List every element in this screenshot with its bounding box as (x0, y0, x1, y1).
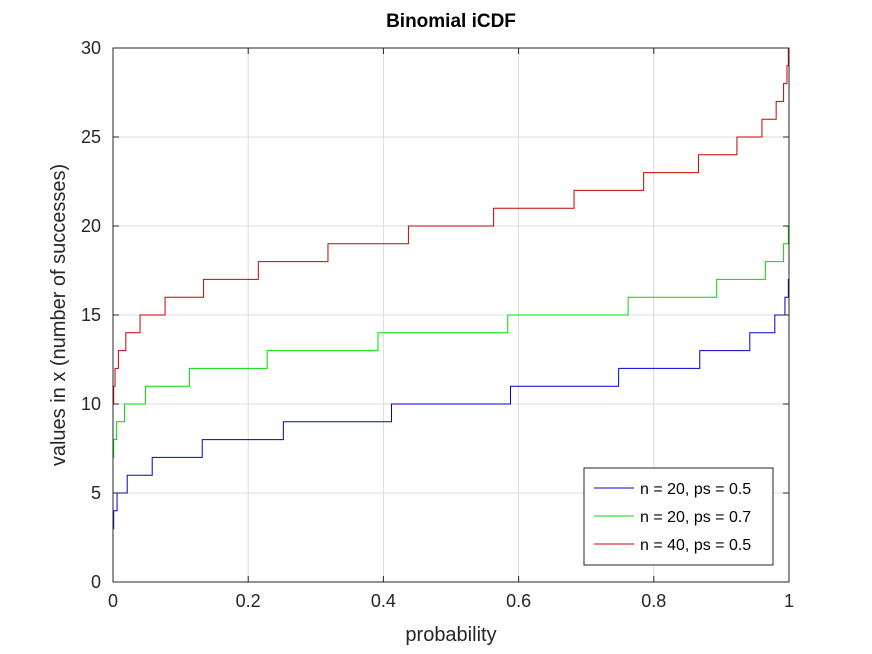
series-line-3 (113, 47, 789, 405)
legend: n = 20, ps = 0.5 n = 20, ps = 0.7 n = 40, … (583, 467, 774, 566)
series-line-1 (113, 278, 789, 530)
y-tick-label: 10 (81, 394, 101, 414)
x-tick-label: 0 (108, 591, 118, 611)
y-tick-label: 5 (91, 483, 101, 503)
chart-title: Binomial iCDF (386, 11, 516, 32)
x-axis-label: probability (405, 624, 496, 646)
legend-label-2: n = 20, ps = 0.7 (640, 509, 751, 526)
legend-label-1: n = 20, ps = 0.5 (640, 481, 751, 498)
x-tick-label: 0.4 (371, 591, 396, 611)
legend-label-3: n = 40, ps = 0.5 (640, 537, 751, 554)
y-tick-label: 20 (81, 216, 101, 236)
y-axis-label: values in x (number of successes) (48, 164, 70, 466)
y-tick-label: 30 (81, 38, 101, 58)
y-tick-label: 25 (81, 127, 101, 147)
x-tick-label: 1 (784, 591, 794, 611)
series-layer (113, 47, 789, 530)
y-tick-label: 15 (81, 305, 101, 325)
x-tick-label: 0.6 (506, 591, 531, 611)
x-tick-label: 0.8 (641, 591, 666, 611)
series-line-2 (113, 225, 789, 458)
y-tick-label: 0 (91, 572, 101, 592)
x-tick-label: 0.2 (236, 591, 261, 611)
